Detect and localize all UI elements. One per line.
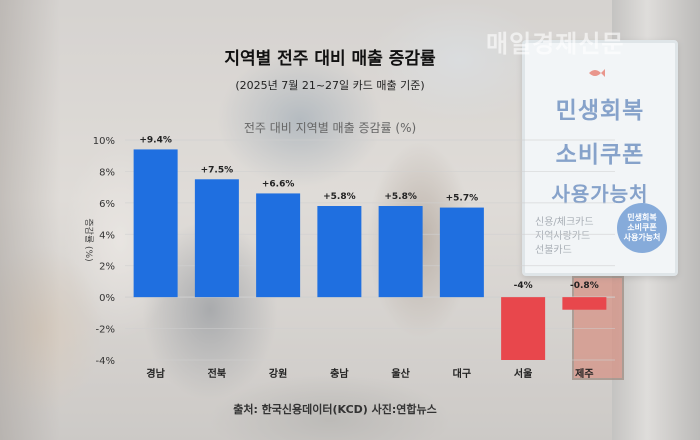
background-red-box	[572, 276, 624, 380]
chart-title: 전주 대비 지역별 매출 증감률 (%)	[243, 121, 417, 135]
y-tick-label: 4%	[99, 230, 115, 241]
bar-value-label: +5.7%	[446, 194, 479, 204]
y-tick-label: 0%	[99, 293, 115, 304]
bar	[256, 193, 301, 298]
x-tick-label: 경남	[146, 367, 165, 380]
bar-value-label: +6.6%	[262, 179, 295, 189]
bar-value-label: +7.5%	[201, 165, 234, 175]
sign-line-3: 사용가능처	[551, 182, 649, 206]
bar-value-label: +9.4%	[139, 135, 172, 145]
bar	[317, 206, 362, 298]
sign-badge-line-2: 소비쿠폰	[627, 223, 657, 232]
sign-badge-line-1: 민생회복	[627, 213, 657, 222]
y-tick-label: 6%	[99, 199, 115, 210]
y-tick-label: 8%	[99, 167, 115, 178]
sign-small-2: 지역사랑카드	[535, 231, 591, 242]
x-tick-label: 전북	[208, 367, 226, 380]
sign-badge-line-3: 사용가능처	[623, 233, 661, 242]
bar-value-label: -0.8%	[570, 281, 599, 291]
bar-value-label: +5.8%	[323, 192, 356, 202]
sign-badge: 민생회복 소비쿠폰 사용가능처	[617, 203, 667, 253]
sign-line-2: 소비쿠폰	[555, 142, 645, 168]
sign-small-1: 신용/체크카드	[535, 217, 594, 228]
source-credit: 출처: 한국신용데이터(KCD) 사진:연합뉴스	[233, 403, 437, 416]
sign-line-1: 민생회복	[555, 98, 645, 124]
page-title: 지역별 전주 대비 매출 증감률	[224, 49, 436, 69]
bar	[133, 149, 178, 298]
page-subtitle: (2025년 7월 21~27일 카드 매출 기준)	[235, 79, 425, 92]
bar	[439, 207, 484, 298]
x-tick-label: 울산	[391, 367, 410, 380]
fish-icon	[589, 69, 605, 77]
x-tick-label: 강원	[269, 367, 287, 380]
y-tick-label: -4%	[96, 356, 115, 367]
bar	[562, 297, 607, 310]
x-tick-label: 대구	[453, 367, 471, 380]
y-tick-label: 2%	[99, 262, 115, 273]
background-shade	[0, 0, 60, 440]
coupon-sign: 민생회복 소비쿠폰 사용가능처 신용/체크카드 지역사랑카드 선불카드 민생회복…	[522, 40, 678, 276]
bar-value-label: -4%	[514, 281, 533, 291]
y-tick-label: -2%	[96, 325, 115, 336]
bar-value-label: +5.8%	[384, 192, 417, 202]
watermark: 매일경제신문	[486, 30, 625, 58]
y-axis-label: 증감률 (%)	[83, 218, 95, 261]
bar	[194, 179, 239, 298]
x-tick-label: 충남	[330, 367, 349, 380]
sign-small-3: 선불카드	[535, 245, 572, 256]
x-tick-label: 제주	[575, 367, 593, 380]
x-tick-label: 서울	[514, 367, 532, 380]
bar	[501, 297, 546, 360]
y-tick-label: 10%	[93, 136, 115, 147]
bar	[378, 206, 423, 298]
